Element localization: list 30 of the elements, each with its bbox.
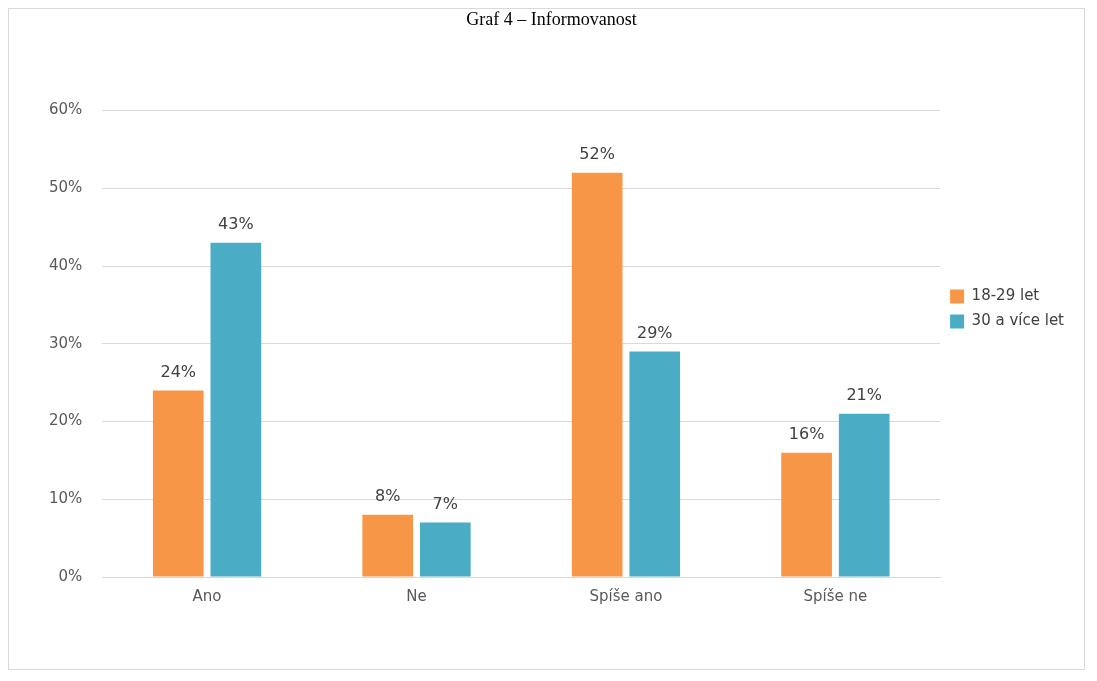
legend-label: 30 a více let xyxy=(971,311,1065,330)
bar xyxy=(781,452,832,577)
bar xyxy=(571,172,623,577)
bar xyxy=(419,522,471,577)
bar xyxy=(838,413,890,577)
data-label: 52% xyxy=(579,143,615,163)
legend-label: 18-29 let xyxy=(971,286,1040,305)
data-label: 24% xyxy=(160,361,197,381)
bar xyxy=(210,242,262,577)
y-tick-label: 60% xyxy=(49,100,83,119)
chart-title: Graf 4 – Informovanost xyxy=(466,8,637,29)
x-tick-label: Ano xyxy=(192,586,222,605)
data-label: 7% xyxy=(432,493,458,513)
bar xyxy=(152,390,204,577)
y-tick-label: 50% xyxy=(49,178,83,197)
bar xyxy=(629,351,681,577)
bar xyxy=(362,514,414,577)
x-tick-label: Spíše ne xyxy=(803,586,868,605)
y-tick-label: 40% xyxy=(49,255,83,274)
y-tick-label: 20% xyxy=(49,411,83,430)
y-tick-label: 0% xyxy=(58,566,83,585)
data-label: 8% xyxy=(375,485,401,505)
data-label: 29% xyxy=(636,322,673,342)
data-label: 43% xyxy=(218,213,254,233)
y-tick-label: 30% xyxy=(49,333,83,352)
data-label: 16% xyxy=(788,423,825,443)
data-label: 21% xyxy=(846,384,882,404)
y-tick-label: 10% xyxy=(49,489,83,508)
x-tick-label: Ne xyxy=(406,586,427,605)
x-tick-label: Spíše ano xyxy=(589,586,663,605)
